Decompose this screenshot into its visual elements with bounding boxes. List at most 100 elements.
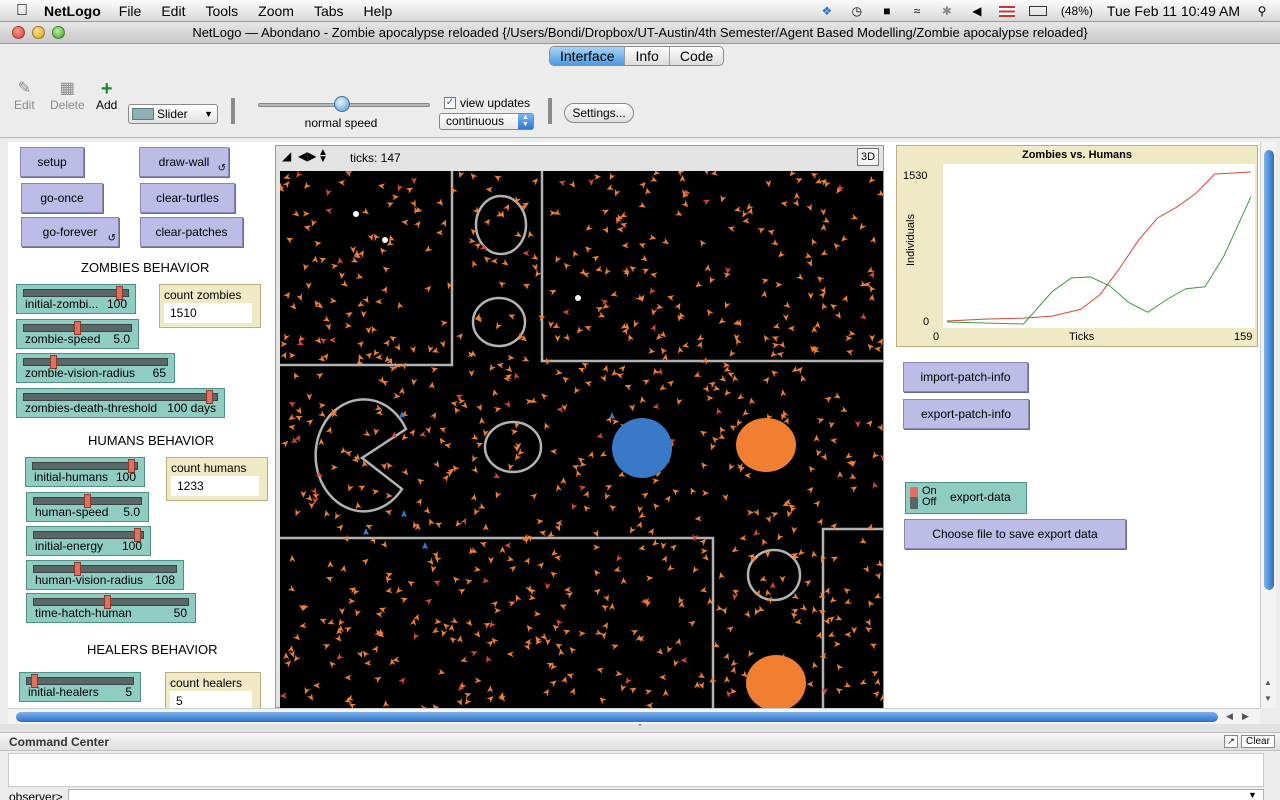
tab-info[interactable]: Info [625, 47, 670, 65]
human-vision-radius-slider[interactable]: human-vision-radius 108 [26, 560, 184, 590]
menu-tabs[interactable]: Tabs [313, 2, 344, 19]
clock[interactable]: Tue Feb 11 10:49 AM [1106, 3, 1240, 19]
edit-button[interactable]: ✎ Edit [14, 78, 35, 112]
slider-knob[interactable] [83, 494, 91, 508]
draw-wall-button[interactable]: draw-wall ↺ [139, 147, 229, 177]
clear-patches-button[interactable]: clear-patches [140, 217, 243, 247]
zombie-agent [357, 250, 364, 258]
zombie-agent [562, 309, 570, 316]
horizontal-scroll-thumb[interactable] [16, 712, 1218, 722]
spotlight-icon[interactable]: ⚲ [1257, 4, 1267, 18]
go-forever-button[interactable]: go-forever ↺ [21, 217, 119, 247]
scroll-right-icon[interactable]: ▶ [1242, 711, 1249, 721]
widget-type-select[interactable]: Slider ▼ [128, 104, 218, 124]
world-canvas[interactable] [280, 171, 883, 708]
initial-energy-slider[interactable]: initial-energy 100 [26, 526, 151, 556]
zombie-speed-slider[interactable]: zombie-speed 5.0 [16, 319, 139, 349]
chevron-down-icon[interactable]: ▼ [1248, 790, 1257, 800]
delete-button[interactable]: ▦ Delete [50, 78, 85, 112]
slider-knob[interactable] [128, 459, 136, 473]
close-window-button[interactable] [12, 26, 25, 39]
resize-vertical-icon[interactable]: ▲ ▼ [318, 147, 328, 165]
us-flag-icon[interactable] [998, 5, 1015, 17]
zombie-agent [460, 401, 468, 409]
slider-knob[interactable] [206, 390, 214, 404]
choose-file-button[interactable]: Choose file to save export data [904, 519, 1126, 549]
zombie-agent [727, 226, 736, 232]
menu-tools[interactable]: Tools [205, 2, 239, 19]
bluetooth-icon[interactable]: ✱ [941, 4, 952, 18]
slider-knob[interactable] [31, 674, 38, 688]
zombie-agent [350, 246, 357, 254]
slider-knob[interactable] [50, 355, 58, 369]
scroll-up-icon[interactable]: ▲ [1264, 678, 1272, 687]
minimize-window-button[interactable] [32, 26, 45, 39]
zombie-agent [296, 293, 302, 301]
export-patch-info-button[interactable]: export-patch-info [903, 399, 1029, 429]
slider-value: 100 [121, 539, 142, 553]
go-once-button[interactable]: go-once [21, 183, 103, 213]
clear-turtles-button[interactable]: clear-turtles [140, 183, 235, 213]
tab-code[interactable]: Code [679, 48, 714, 64]
app-tray-icon[interactable]: ■ [883, 4, 891, 18]
slider-knob[interactable] [116, 286, 124, 300]
ticks-counter: ticks: 147 [350, 151, 401, 165]
time-machine-icon[interactable]: ◷ [851, 4, 863, 18]
speed-slider-knob[interactable] [334, 96, 350, 112]
zombie-agent [732, 589, 740, 596]
expand-icon[interactable]: ↗ [1224, 735, 1238, 748]
command-input[interactable] [68, 789, 1264, 800]
export-data-switch[interactable]: On Off export-data [905, 482, 1027, 514]
menu-file[interactable]: File [118, 2, 142, 19]
setup-button[interactable]: setup [20, 147, 84, 177]
zombie-vision-radius-slider[interactable]: zombie-vision-radius 65 [16, 353, 175, 383]
scroll-down-icon[interactable]: ▼ [1264, 694, 1272, 703]
initial-zombies-slider[interactable]: initial-zombi... 100 [16, 284, 136, 314]
slider-label: zombies-death-threshold [25, 401, 158, 415]
volume-icon[interactable]: ◀ [972, 4, 982, 18]
clear-button[interactable]: Clear [1241, 735, 1275, 748]
slider-label: initial-healers [28, 685, 99, 699]
resize-horizontal-icon[interactable]: ◀▶ [298, 149, 317, 163]
slider-knob[interactable] [73, 321, 81, 335]
view-updates-toggle[interactable]: ✓ view updates [444, 96, 530, 110]
app-menu[interactable]: NetLogo [44, 2, 101, 19]
slider-knob[interactable] [133, 528, 141, 542]
zombie-agent [474, 677, 482, 684]
edit-world-icon[interactable]: ◢ [282, 149, 292, 163]
tab-interface[interactable]: Interface [550, 47, 626, 65]
pane-splitter[interactable]: ˆ [0, 724, 1280, 733]
switch-toggle[interactable] [910, 487, 918, 509]
3d-view-button[interactable]: 3D [857, 148, 879, 166]
observer-prompt[interactable]: observer> [9, 790, 63, 800]
command-center: Command Center ↗ Clear observer> ▼ [0, 732, 1280, 800]
initial-healers-slider[interactable]: initial-healers 5 [19, 672, 141, 702]
vertical-scroll-thumb[interactable] [1264, 150, 1274, 590]
zoom-window-button[interactable] [52, 26, 65, 39]
slider-knob[interactable] [104, 595, 112, 609]
zombie-agent [582, 490, 589, 499]
vertical-scrollbar[interactable]: ▲ ▼ [1260, 142, 1276, 708]
zombie-agent [701, 357, 708, 365]
settings-button[interactable]: Settings... [564, 103, 634, 123]
battery-icon[interactable] [1028, 6, 1047, 16]
time-hatch-human-slider[interactable]: time-hatch-human 50 [26, 593, 196, 623]
import-patch-info-button[interactable]: import-patch-info [903, 362, 1028, 392]
initial-humans-slider[interactable]: initial-humans 100 [25, 457, 145, 487]
view-updates-checkbox[interactable]: ✓ [444, 97, 456, 109]
zombie-agent [362, 650, 370, 659]
update-mode-select[interactable]: continuous ▲ ▼ [439, 113, 534, 130]
menu-edit[interactable]: Edit [161, 2, 186, 19]
menu-help[interactable]: Help [363, 2, 393, 19]
add-button[interactable]: + Add [96, 78, 117, 112]
zombie-agent [584, 325, 593, 332]
apple-menu-icon[interactable]:  [0, 2, 44, 20]
wifi-icon[interactable]: ≈ [913, 4, 921, 18]
human-speed-slider[interactable]: human-speed 5.0 [26, 492, 149, 522]
horizontal-scrollbar[interactable]: ◀ ▶ [8, 708, 1260, 724]
slider-knob[interactable] [73, 562, 81, 576]
menu-zoom[interactable]: Zoom [258, 2, 294, 19]
zombies-death-threshold-slider[interactable]: zombies-death-threshold 100 days [16, 388, 225, 418]
dropbox-icon[interactable]: ❖ [821, 4, 833, 18]
scroll-left-icon[interactable]: ◀ [1226, 711, 1233, 721]
